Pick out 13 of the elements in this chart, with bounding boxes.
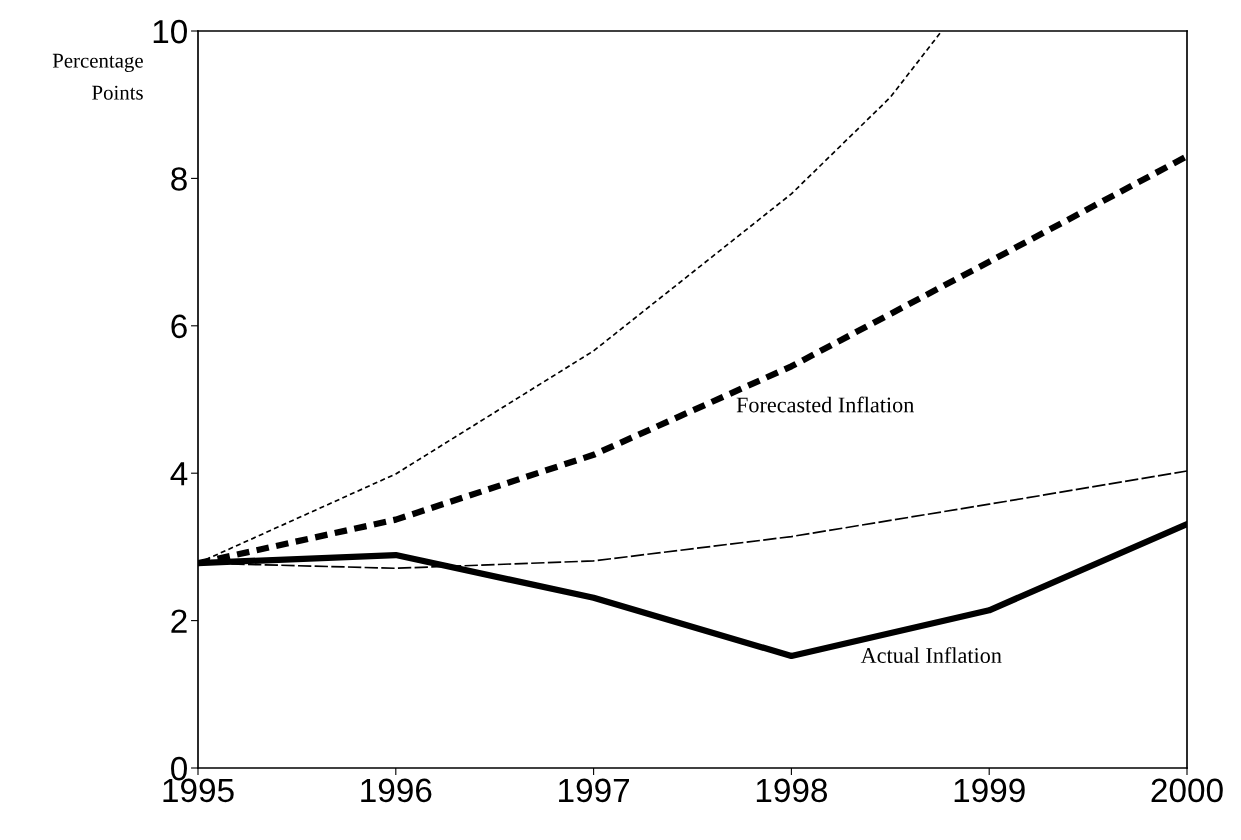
x-tick-label: 1997 bbox=[559, 778, 630, 803]
y-tick-label: 2 bbox=[171, 609, 187, 633]
x-tick-label: 1996 bbox=[361, 778, 432, 803]
annotation: Actual Inflation bbox=[860, 647, 1002, 664]
x-tick-label: 1999 bbox=[954, 778, 1025, 803]
x-tick-label: 1998 bbox=[756, 778, 828, 803]
y-tick-label: 6 bbox=[171, 314, 187, 339]
x-tick-label: 2000 bbox=[1151, 778, 1223, 803]
annotation: Forecasted Inflation bbox=[736, 396, 915, 413]
y-tick-label: 8 bbox=[171, 167, 187, 191]
y-tick-label: 4 bbox=[170, 462, 188, 486]
y-axis-title: Percentage Points bbox=[52, 53, 143, 100]
y-tick-label: 10 bbox=[153, 19, 187, 44]
